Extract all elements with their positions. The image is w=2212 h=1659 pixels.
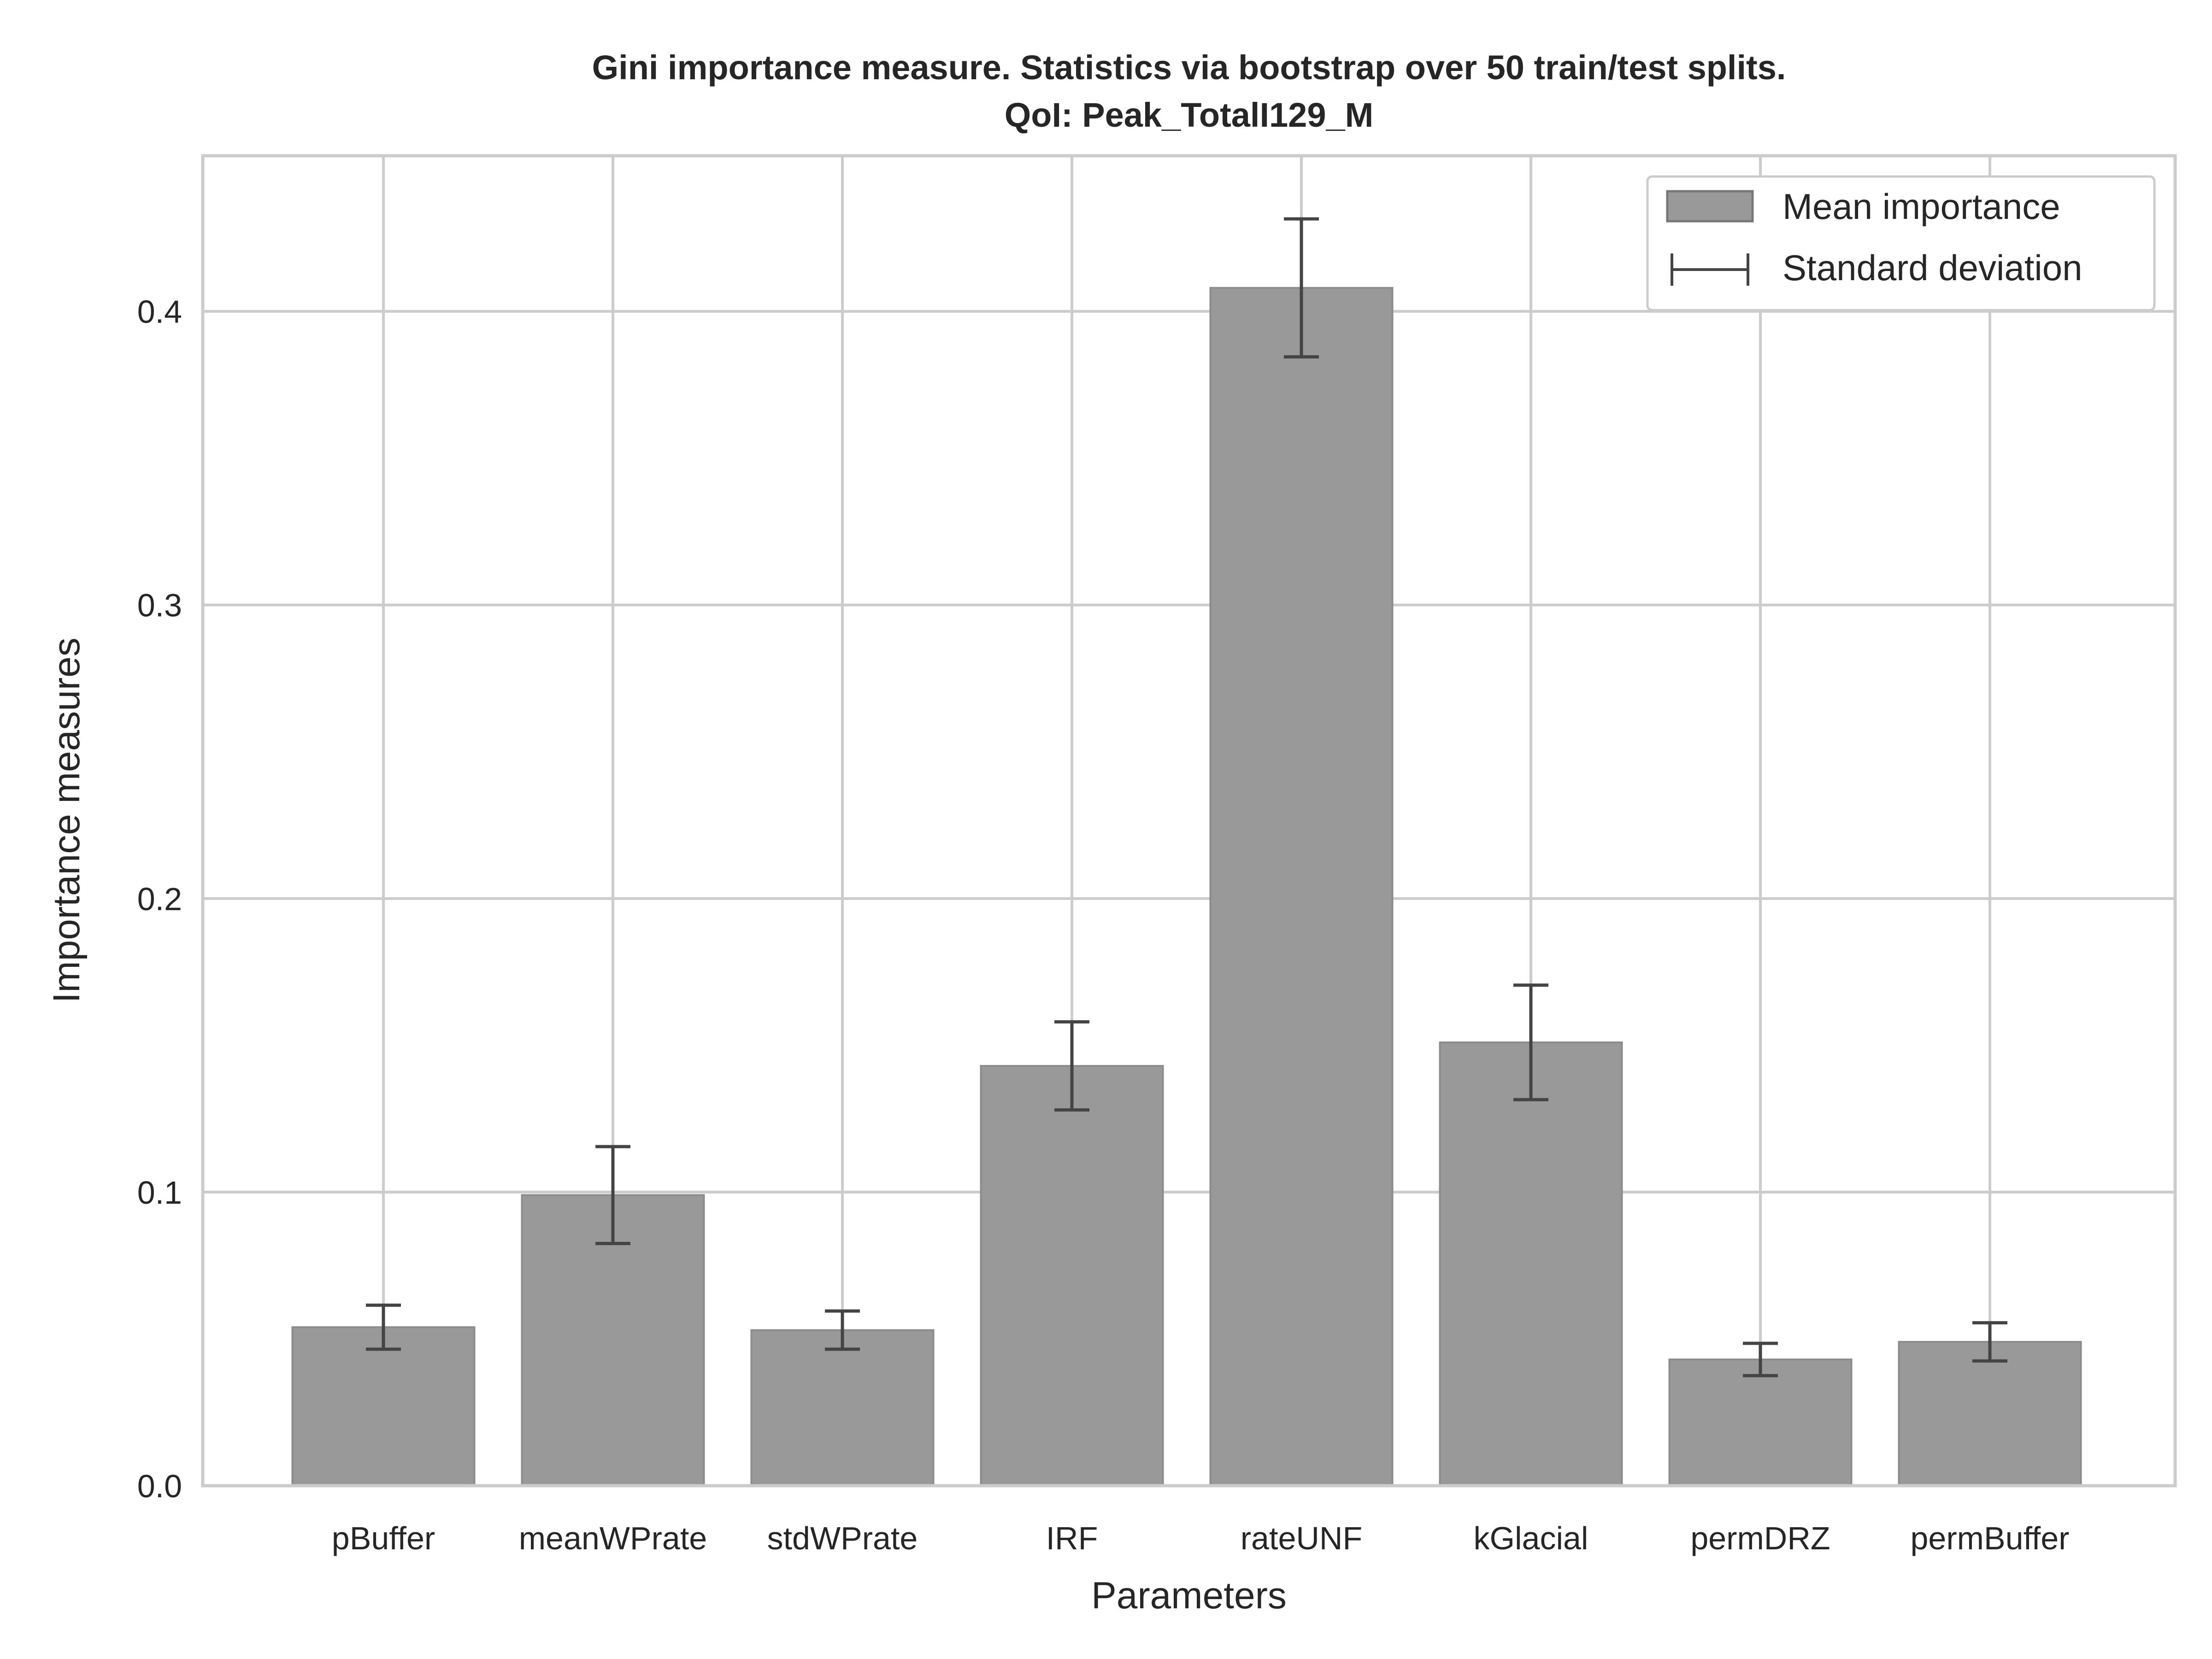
chart-title: Gini importance measure. Statistics via … (592, 48, 1786, 87)
x-tick-label: meanWPrate (519, 1520, 707, 1556)
y-tick-label: 0.0 (137, 1468, 182, 1504)
x-tick-label: IRF (1046, 1520, 1098, 1556)
y-axis-label: Importance measures (46, 637, 88, 1003)
plot-frame (201, 154, 2177, 1488)
legend-mean-label: Mean importance (1783, 186, 2060, 227)
bar (980, 1065, 1164, 1487)
bar (750, 1329, 935, 1487)
bar-layer (291, 287, 2082, 1487)
error-bar (1284, 217, 1319, 359)
y-tick-label: 0.2 (137, 881, 182, 917)
y-tick-label: 0.4 (137, 294, 182, 330)
x-tick-label: pBuffer (332, 1520, 435, 1556)
error-bar (1513, 983, 1548, 1101)
y-tick-label: 0.1 (137, 1175, 182, 1211)
bar (1668, 1359, 1853, 1487)
x-tick-labels: pBuffer meanWPrate stdWPrate IRF rateUNF kGla… (332, 1520, 2070, 1556)
x-axis-label: Parameters (1091, 1575, 1287, 1617)
x-tick-label: permDRZ (1690, 1520, 1830, 1556)
legend-bar-swatch (1666, 190, 1754, 223)
y-tick-label: 0.3 (137, 588, 182, 624)
error-bar (366, 1303, 401, 1351)
x-tick-label: kGlacial (1474, 1520, 1588, 1556)
y-tick-labels: 0.0 0.1 0.2 0.3 0.4 (137, 294, 182, 1504)
error-bar (825, 1309, 860, 1351)
bar (1898, 1341, 2082, 1487)
x-tick-label: permBuffer (1911, 1520, 2070, 1556)
legend: Mean importance Standard deviation (1646, 175, 2156, 312)
error-bar (1972, 1321, 2007, 1363)
bar (1209, 287, 1394, 1487)
x-tick-label: rateUNF (1241, 1520, 1362, 1556)
error-bar (1743, 1341, 1778, 1377)
error-bar (595, 1145, 630, 1245)
error-layer (366, 217, 2007, 1377)
bar (291, 1326, 476, 1487)
x-tick-label: stdWPrate (767, 1520, 918, 1556)
chart-subtitle: QoI: Peak_TotalI129_M (1005, 96, 1374, 134)
legend-std-label: Standard deviation (1783, 247, 2082, 288)
legend-frame (1646, 175, 2156, 312)
bar (1439, 1041, 1623, 1487)
legend-errorbar-swatch (1671, 253, 1749, 286)
error-bar (1054, 1020, 1089, 1112)
